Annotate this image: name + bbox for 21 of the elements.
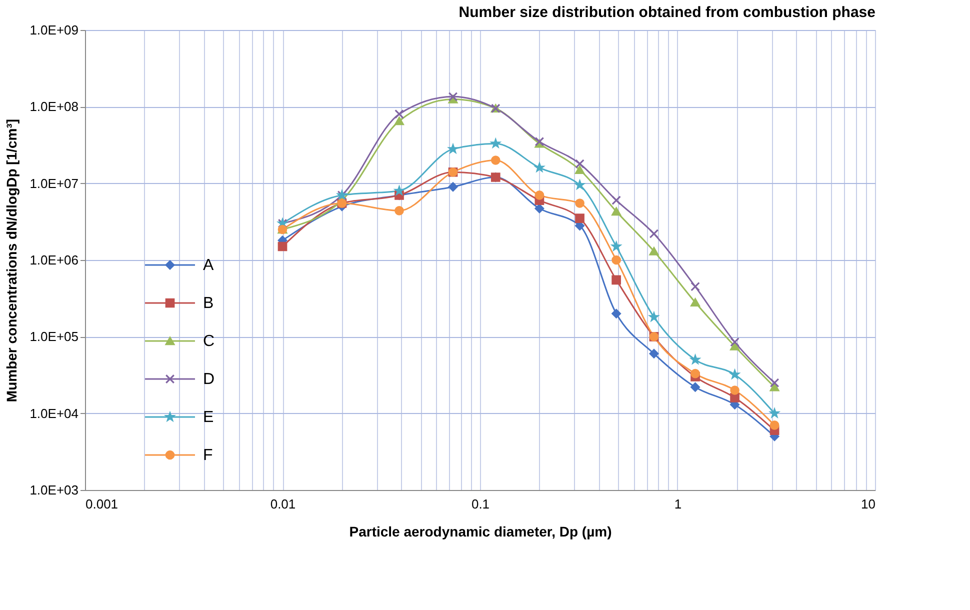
y-tick-label: 1.0E+06 xyxy=(30,252,78,268)
x-tick-label: 0.01 xyxy=(270,496,296,512)
legend-label: B xyxy=(203,295,214,312)
y-tick-label: 1.0E+07 xyxy=(30,176,78,191)
y-axis-title: Mumber concentrations dN/dlogDp [1/cm³] xyxy=(4,118,20,402)
x-tick-label: 1 xyxy=(674,496,682,512)
x-tick-label: 0.001 xyxy=(86,496,118,512)
legend-label: A xyxy=(203,257,214,274)
x-axis-title: Particle aerodynamic diameter, Dp (µm) xyxy=(349,524,612,540)
legend-label: C xyxy=(203,333,215,350)
legend-label: D xyxy=(203,371,215,388)
legend-label: E xyxy=(203,409,214,426)
legend-label: F xyxy=(203,447,213,464)
x-tick-label: 10 xyxy=(861,496,876,512)
y-tick-label: 1.0E+08 xyxy=(30,99,78,114)
y-tick-label: 1.0E+03 xyxy=(30,482,78,498)
y-tick-label: 1.0E+05 xyxy=(30,329,78,344)
y-tick-label: 1.0E+09 xyxy=(30,22,78,38)
chart-title: Number size distribution obtained from combustion phase xyxy=(458,4,876,21)
y-tick-label: 1.0E+04 xyxy=(30,406,78,421)
x-tick-label: 0.1 xyxy=(471,496,490,512)
